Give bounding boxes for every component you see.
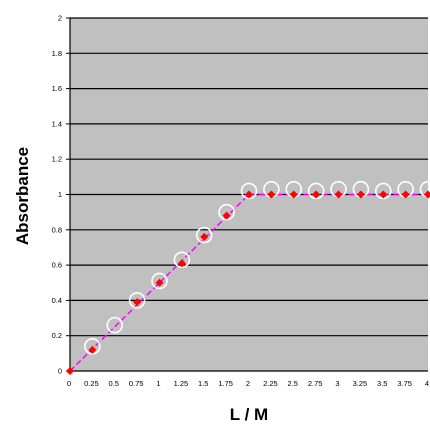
x-tick-label: 3 [335, 379, 339, 388]
x-tick-label: 0.5 [109, 379, 119, 388]
data-point-diamond [177, 259, 186, 268]
y-tick-label: 0 [58, 367, 62, 376]
x-tick-label: 2 [246, 379, 250, 388]
x-tick-label: 3.5 [377, 379, 387, 388]
gridlines [70, 17, 428, 337]
data-point-circle [128, 292, 146, 309]
data-point-diamond [424, 190, 430, 199]
y-tick-label: 1.6 [52, 84, 62, 93]
x-tick-label: 0 [67, 379, 71, 388]
x-tick-label: 1.25 [174, 379, 189, 388]
data-point-diamond [88, 345, 97, 354]
data-point-diamond [334, 190, 343, 199]
y-tick-label: 1 [58, 190, 62, 199]
x-axis-title: L / M [230, 405, 268, 424]
data-point-diamond [133, 298, 142, 307]
circle-markers [84, 180, 430, 355]
data-point-diamond [312, 190, 321, 199]
y-tick-label: 1.8 [52, 49, 62, 58]
data-point-diamond [222, 211, 231, 220]
data-point-circle [151, 272, 168, 290]
x-tick-label: 1 [156, 379, 160, 388]
data-point-circle [195, 226, 213, 244]
data-point-diamond [267, 190, 276, 199]
data-point-diamond [379, 190, 388, 199]
data-point-diamond [289, 190, 298, 199]
data-point-diamond [155, 278, 164, 287]
y-tick-label: 0.8 [52, 225, 62, 234]
x-tick-label: 0.25 [84, 379, 99, 388]
y-tick-label: 1.2 [52, 155, 62, 164]
x-tick-labels: 0 0.25 0.5 0.75 1 1.25 1.5 1.75 2 2.25 2.5 2.75 3 3.2… [67, 379, 429, 388]
y-tick-label: 1.4 [52, 119, 62, 128]
data-point-diamond [356, 190, 365, 199]
y-tick-label: 0.6 [52, 261, 62, 270]
x-tick-label: 3.25 [353, 379, 368, 388]
data-point-diamond [200, 232, 209, 241]
x-tick-label: 1.5 [198, 379, 208, 388]
y-axis-title: Absorbance [13, 147, 32, 245]
y-tick-label: 0.2 [52, 331, 62, 340]
x-tick-label: 1.75 [218, 379, 233, 388]
data-point-diamond [66, 367, 74, 375]
x-tick-label: 4 [425, 379, 429, 388]
data-point-circle [106, 316, 124, 334]
x-tick-label: 2.75 [308, 379, 323, 388]
x-tick-label: 3.75 [397, 379, 412, 388]
x-tick-label: 2.5 [288, 379, 298, 388]
fit-line-path [69, 193, 428, 372]
x-tick-label: 2.25 [263, 379, 278, 388]
data-point-diamond [245, 190, 253, 199]
y-tick-label: 0.4 [52, 296, 62, 305]
x-tick-label: 0.75 [129, 379, 144, 388]
fit-line [69, 193, 428, 372]
data-point-diamond [401, 190, 410, 199]
y-tick-labels: 0 0.2 0.4 0.6 0.8 1 1.2 1.4 1.6 1.8 2 [52, 14, 62, 376]
y-tick-label: 2 [58, 14, 62, 23]
diamond-markers [66, 190, 430, 375]
